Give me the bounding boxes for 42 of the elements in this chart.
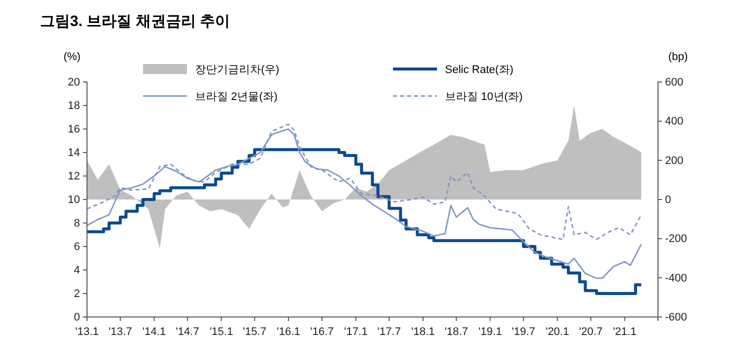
- x-tick-label: '18.7: [444, 326, 468, 338]
- y-tick-label: 6: [74, 241, 80, 254]
- legend-label: 장단기금리차(우): [195, 64, 280, 76]
- y-axis-title: (%): [63, 51, 81, 63]
- x-tick-label: '16.7: [310, 326, 334, 338]
- y2-tick-label: -400: [665, 272, 688, 284]
- x-tick-label: '19.7: [512, 326, 536, 338]
- y2-tick-label: -200: [665, 233, 688, 246]
- y-tick-label: 2: [74, 288, 80, 300]
- y2-tick-label: 400: [665, 116, 684, 128]
- y-tick-label: 4: [74, 264, 80, 277]
- x-tick-label: '15.1: [210, 326, 234, 338]
- y-tick-label: 12: [68, 170, 80, 183]
- y2-tick-label: 600: [665, 76, 684, 89]
- chart-title: 그림3. 브라질 채권금리 추이: [40, 13, 230, 30]
- x-tick-label: '14.1: [142, 326, 166, 338]
- y-tick-label: 20: [68, 76, 80, 89]
- legend-label: 브라질 2년물(좌): [195, 91, 278, 103]
- x-tick-label: '15.7: [242, 326, 266, 338]
- y-tick-label: 18: [68, 100, 80, 112]
- x-tick-label: '14.7: [176, 326, 200, 338]
- x-tick-label: '21.1: [612, 326, 636, 338]
- y-tick-label: 8: [74, 218, 80, 230]
- y-tick-label: 10: [68, 194, 80, 206]
- y-tick-label: 16: [68, 124, 80, 136]
- y-tick-label: 0: [74, 312, 80, 324]
- x-tick-label: '13.1: [75, 326, 99, 338]
- x-tick-label: '19.1: [478, 326, 502, 338]
- x-tick-label: '20.7: [579, 326, 603, 338]
- x-tick-label: '17.7: [377, 326, 401, 338]
- legend-label: 브라질 10년(좌): [445, 91, 523, 103]
- x-tick-label: '13.7: [108, 326, 132, 338]
- legend-label: Selic Rate(좌): [445, 64, 514, 76]
- y2-axis-title: (bp): [668, 51, 688, 63]
- y2-tick-label: 0: [665, 194, 672, 206]
- y-tick-label: 14: [68, 147, 80, 160]
- x-tick-label: '16.1: [276, 326, 300, 338]
- y2-tick-label: 200: [665, 154, 684, 167]
- x-tick-label: '17.1: [344, 326, 368, 338]
- x-tick-label: '20.1: [546, 326, 570, 338]
- x-tick-label: '18.1: [411, 326, 435, 338]
- y2-tick-label: -600: [665, 312, 688, 324]
